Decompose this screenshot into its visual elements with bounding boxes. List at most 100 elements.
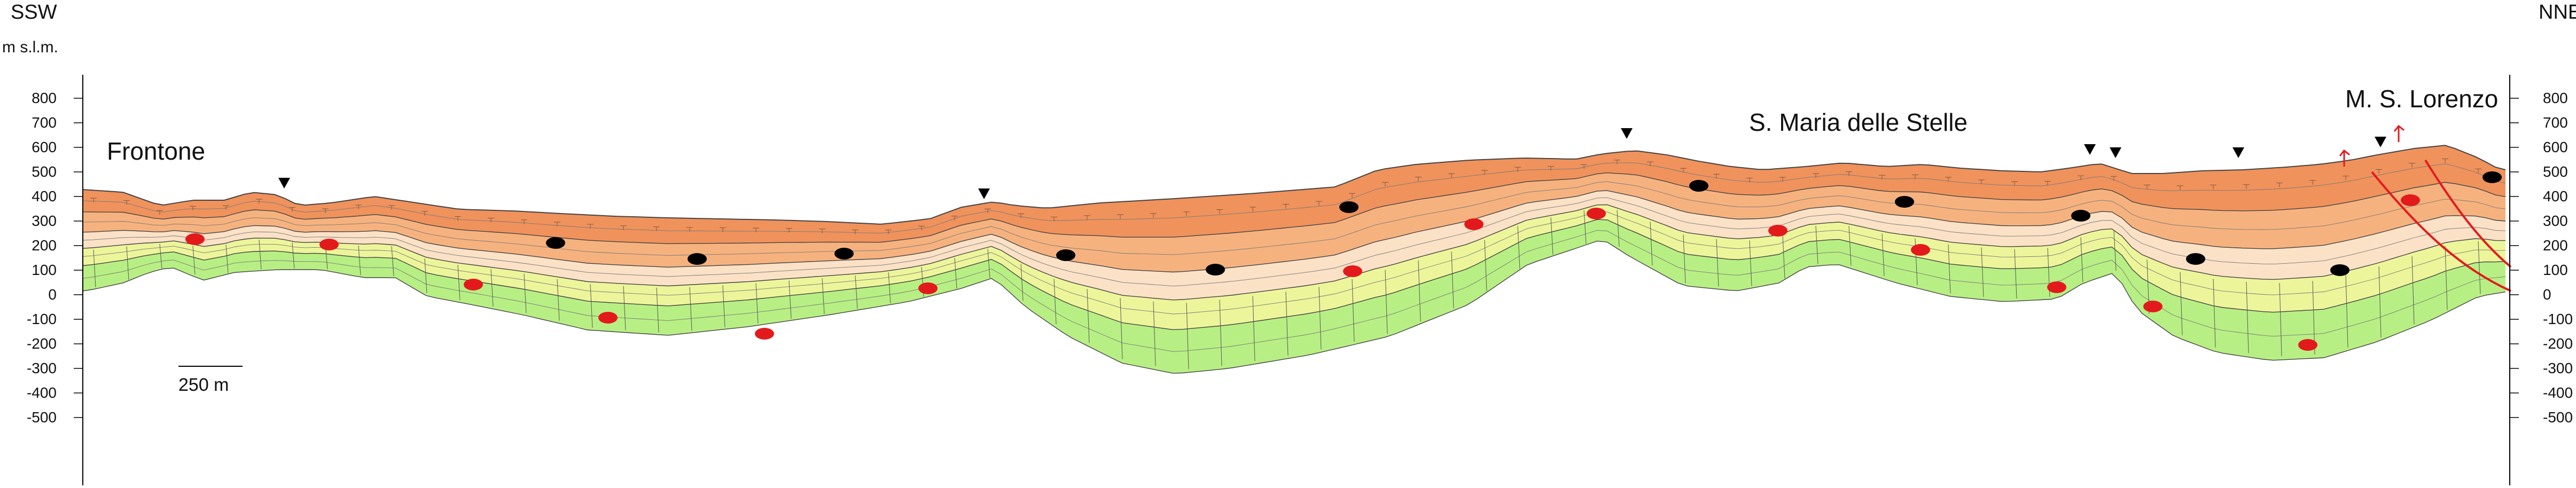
layer-boundary bbox=[82, 172, 2506, 245]
strata-tick bbox=[524, 273, 527, 313]
bedding-symbol bbox=[2376, 169, 2382, 174]
strata-tick bbox=[1848, 226, 1852, 266]
bedding-line bbox=[82, 211, 2506, 314]
bedding-symbol bbox=[2177, 185, 2183, 190]
strata-tick bbox=[1186, 302, 1189, 369]
bedding-symbol bbox=[2309, 180, 2316, 185]
axis-tick-label-left: 500 bbox=[32, 163, 57, 180]
strata-tick bbox=[1882, 233, 1885, 277]
layer-boundary bbox=[82, 204, 2506, 301]
strata-tick bbox=[424, 258, 427, 293]
bedding-symbol bbox=[1117, 214, 1123, 219]
black-lens bbox=[1339, 201, 1359, 213]
strata-tick bbox=[623, 286, 626, 330]
arrow-up-icon bbox=[2393, 124, 2405, 142]
strata-tick bbox=[2445, 246, 2448, 310]
strata-tick bbox=[391, 246, 394, 277]
layer-green bbox=[83, 219, 2505, 374]
bedding-symbol bbox=[223, 205, 229, 210]
bedding-symbol bbox=[587, 224, 594, 229]
strata-tick bbox=[93, 249, 96, 288]
strata-tick bbox=[2113, 231, 2117, 271]
black-lens bbox=[1056, 249, 1075, 261]
bedding-symbol bbox=[753, 227, 759, 233]
bedding-symbol bbox=[1813, 173, 1819, 178]
bedding-symbol bbox=[2011, 181, 2018, 186]
bedding-symbol bbox=[1415, 177, 1422, 182]
axis-tick-label-right: 100 bbox=[2543, 262, 2568, 278]
axis-tick-label-left: -100 bbox=[26, 311, 57, 327]
bedding-symbol bbox=[1018, 213, 1024, 218]
strata-tick bbox=[1617, 210, 1620, 247]
strata-tick bbox=[1484, 240, 1487, 292]
strata-tick bbox=[590, 284, 593, 328]
strata-tick bbox=[2080, 237, 2083, 282]
bedding-symbol bbox=[1382, 182, 1388, 187]
layer-boundary bbox=[82, 190, 2506, 273]
strata-tick bbox=[888, 272, 891, 304]
scale-bar-label: 250 m bbox=[178, 375, 229, 395]
axis-tick-label-left: -300 bbox=[26, 360, 57, 376]
strata-tick bbox=[2279, 283, 2282, 356]
bedding-symbol bbox=[1581, 164, 1587, 169]
red-lens bbox=[918, 282, 938, 294]
triangle-down-icon bbox=[2084, 144, 2096, 155]
bedding-symbol bbox=[1515, 167, 1521, 172]
strata-tick bbox=[1318, 287, 1322, 350]
strata-tick bbox=[1352, 279, 1355, 342]
black-lens bbox=[1206, 264, 1225, 276]
strata-tick bbox=[722, 285, 725, 327]
axis-tick-label-left: 0 bbox=[48, 286, 57, 303]
strata-tick bbox=[457, 265, 460, 301]
triangle-down-icon bbox=[278, 178, 290, 188]
bedding-symbol bbox=[720, 227, 726, 232]
place-frontone: Frontone bbox=[107, 137, 206, 165]
red-lens bbox=[2047, 281, 2066, 293]
bedding-symbol bbox=[1216, 209, 1223, 214]
red-lens bbox=[1768, 225, 1787, 237]
bedding-symbol bbox=[2144, 184, 2150, 190]
bedding-symbol bbox=[1448, 173, 1455, 178]
bedding-line bbox=[82, 197, 2506, 287]
bedding-symbol bbox=[1283, 204, 1289, 209]
strata-tick bbox=[1517, 226, 1520, 269]
bedding-symbol bbox=[918, 225, 925, 231]
strata-tick bbox=[822, 278, 825, 314]
red-lens bbox=[2401, 194, 2420, 206]
red-lens bbox=[2143, 301, 2163, 312]
bedding-symbol bbox=[1349, 193, 1355, 198]
strata-tick bbox=[1782, 235, 1785, 279]
bedding-symbol bbox=[190, 206, 196, 211]
strata-tick bbox=[1583, 210, 1587, 244]
bedding-symbol bbox=[1084, 215, 1090, 220]
bedding-symbol bbox=[686, 227, 693, 232]
axis-tick-label-right: 600 bbox=[2543, 139, 2568, 155]
strata-tick bbox=[2246, 282, 2249, 353]
strata-tick bbox=[1650, 222, 1653, 266]
strata-tick bbox=[490, 269, 494, 307]
strata-tick bbox=[1815, 226, 1818, 264]
bedding-symbol bbox=[951, 216, 958, 221]
strata-tick bbox=[2180, 272, 2183, 335]
axis-tick-label-left: 800 bbox=[32, 90, 57, 106]
bedding-symbol bbox=[852, 230, 858, 234]
axis-tick-label-left: 200 bbox=[32, 237, 57, 254]
bedding-symbol bbox=[1051, 217, 1057, 222]
bedding-symbol bbox=[554, 222, 560, 227]
place-monte-san-lorenzo: M. S. Lorenzo bbox=[2345, 85, 2499, 113]
bedding-symbol bbox=[123, 200, 130, 205]
strata-tick bbox=[789, 280, 792, 319]
bedding-symbol bbox=[2409, 163, 2415, 168]
axis-tick-label-right: 400 bbox=[2543, 188, 2568, 204]
strata-tick bbox=[159, 243, 162, 269]
black-lens bbox=[2483, 171, 2502, 183]
bedding-symbol bbox=[1680, 168, 1687, 173]
bedding-symbol bbox=[1746, 177, 1753, 183]
bedding-symbol bbox=[819, 229, 825, 233]
bedding-symbol bbox=[355, 204, 362, 210]
strata-tick bbox=[2213, 279, 2216, 348]
bedding-symbol bbox=[2276, 183, 2283, 187]
bedding-symbol bbox=[1713, 174, 1720, 179]
bedding-symbol bbox=[157, 210, 163, 215]
